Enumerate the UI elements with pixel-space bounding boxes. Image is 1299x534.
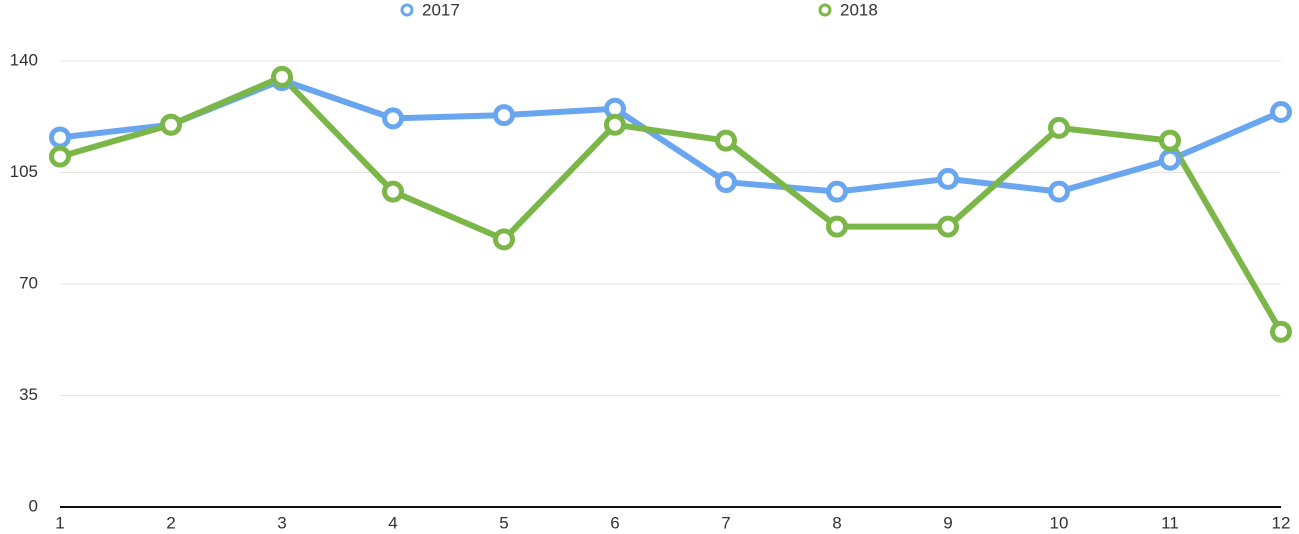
point <box>715 171 737 194</box>
point <box>1048 116 1070 139</box>
point <box>715 129 737 152</box>
point <box>49 126 71 149</box>
y-tick-label: 35 <box>19 385 38 404</box>
x-tick-label: 2 <box>166 513 175 532</box>
series-line <box>59 73 1284 334</box>
point <box>937 167 959 190</box>
point <box>160 113 182 136</box>
point <box>1270 320 1292 343</box>
x-tick-label: 4 <box>388 513 397 532</box>
x-tick-label: 5 <box>499 513 508 532</box>
point <box>1159 148 1181 171</box>
y-tick-label: 140 <box>10 50 38 69</box>
point <box>1048 180 1070 203</box>
point <box>271 65 293 88</box>
x-tick-label: 10 <box>1050 513 1069 532</box>
point <box>826 215 848 238</box>
y-tick-label: 70 <box>19 273 38 292</box>
y-tick-label: 105 <box>10 162 38 181</box>
x-tick-label: 8 <box>832 513 841 532</box>
x-tick-label: 1 <box>55 513 64 532</box>
x-tick-label: 9 <box>943 513 952 532</box>
x-tick-label: 11 <box>1161 513 1179 532</box>
y-tick-label: 0 <box>29 496 38 515</box>
point <box>382 107 404 130</box>
x-tick-label: 12 <box>1272 513 1291 532</box>
point <box>382 180 404 203</box>
x-tick-label: 7 <box>721 513 730 532</box>
point <box>493 228 515 251</box>
x-tick-label: 3 <box>277 513 286 532</box>
point <box>49 145 71 168</box>
point <box>937 215 959 238</box>
point <box>1270 100 1292 123</box>
point <box>826 180 848 203</box>
x-tick-label: 6 <box>610 513 619 532</box>
legend-marker <box>400 3 414 17</box>
point <box>1159 129 1181 152</box>
point <box>493 104 515 127</box>
legend-label: 2017 <box>422 0 460 19</box>
legend-label: 2018 <box>840 0 878 19</box>
legend-marker <box>818 3 832 17</box>
point <box>604 113 626 136</box>
